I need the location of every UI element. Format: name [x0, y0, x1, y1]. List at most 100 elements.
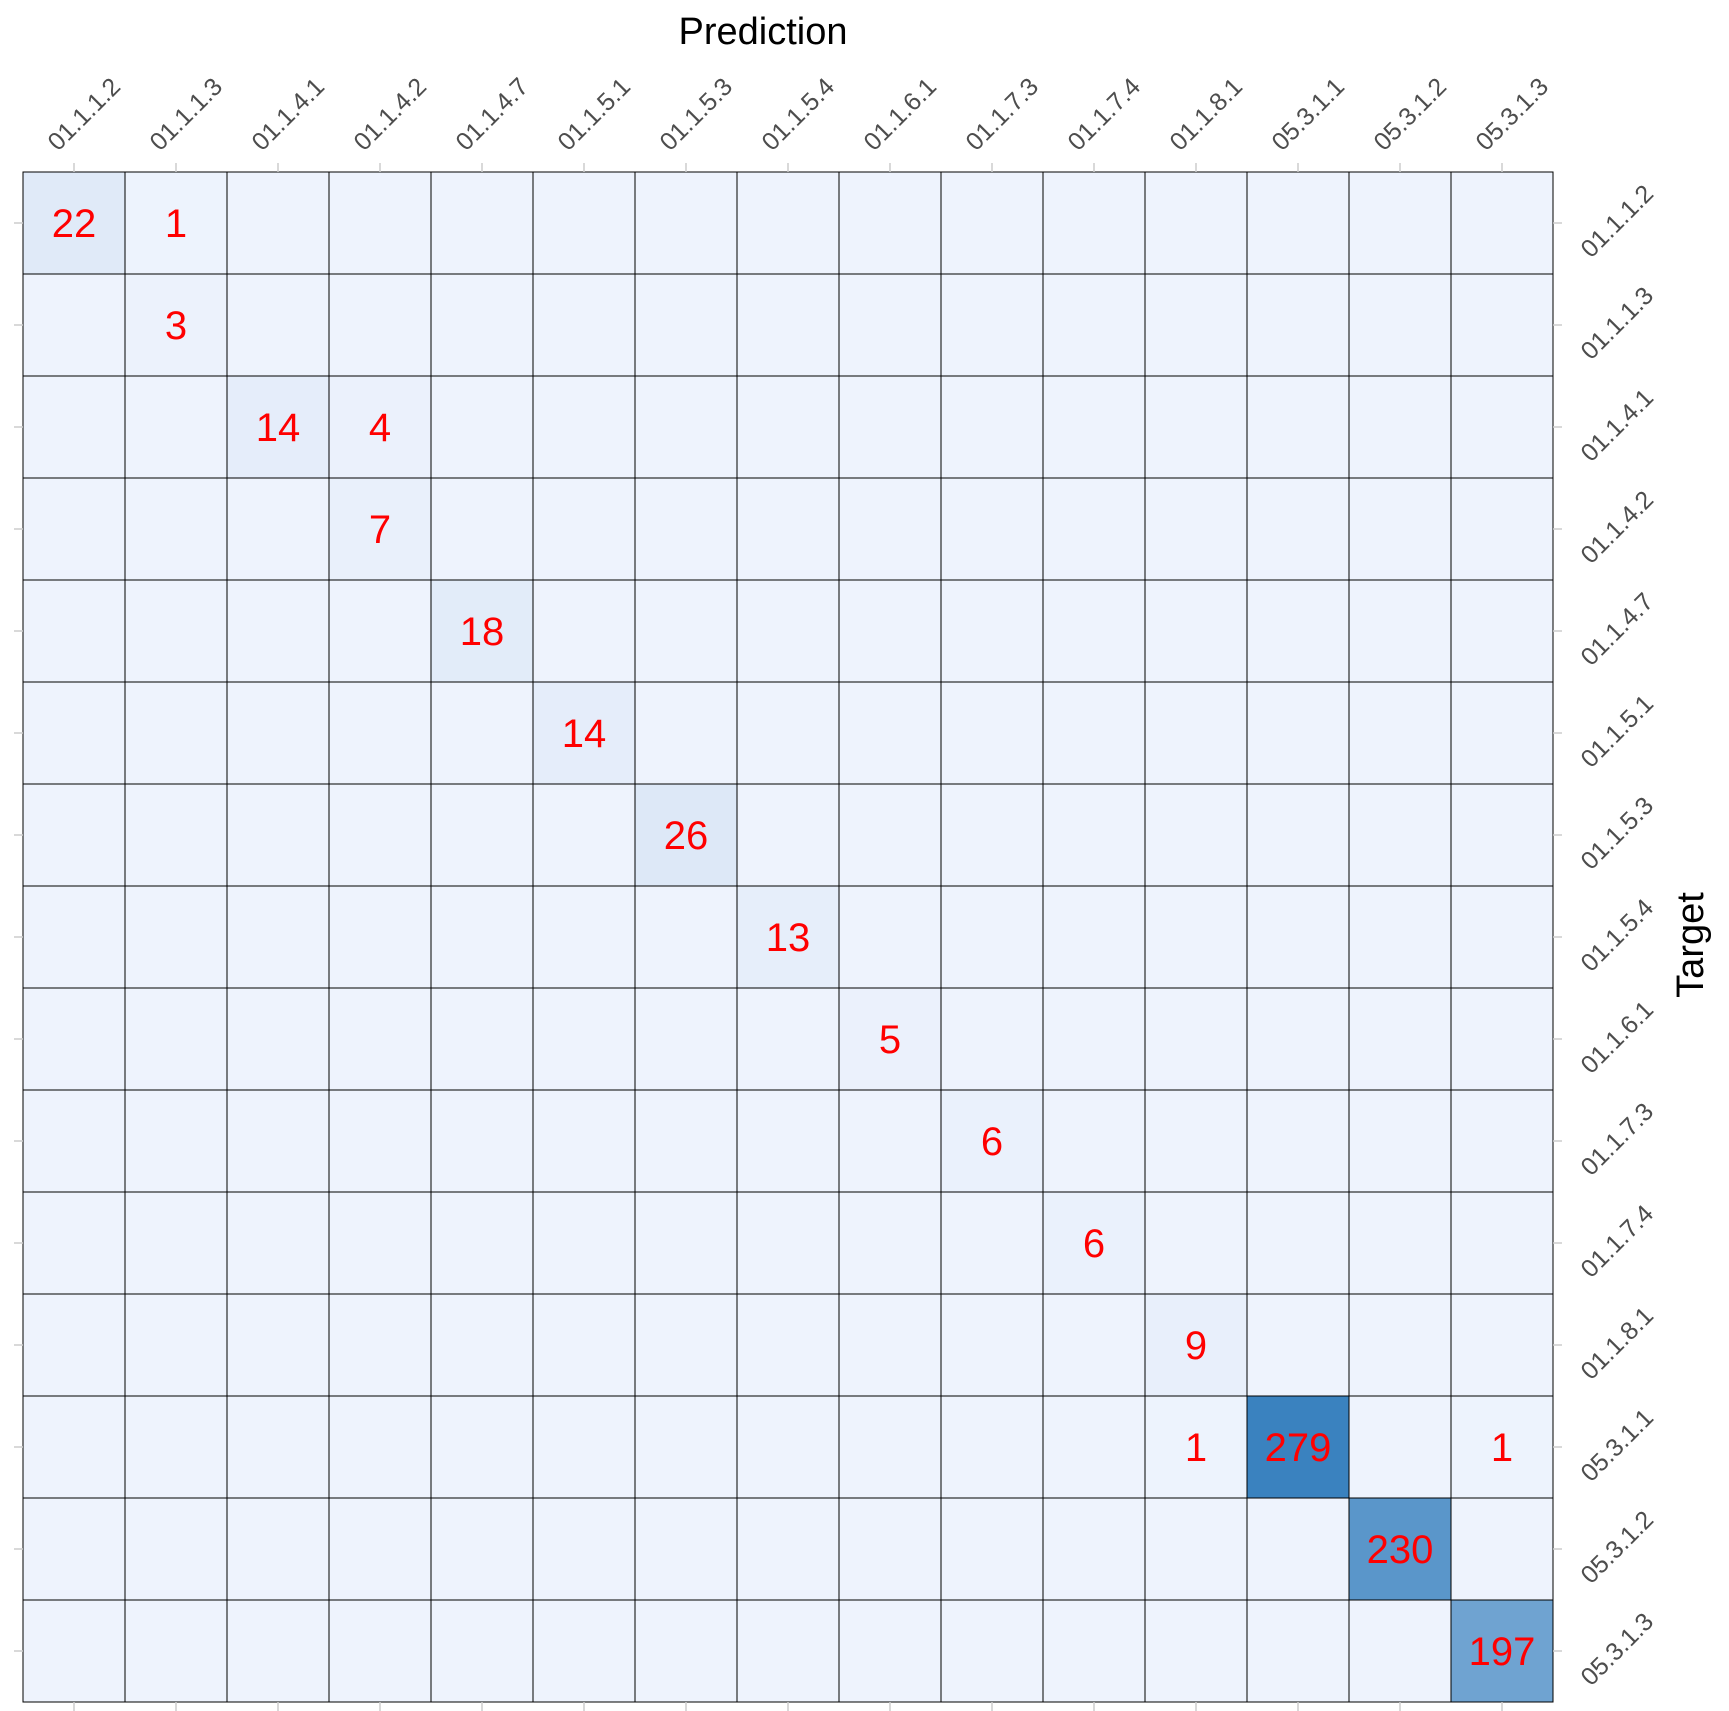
heatmap-cell	[634, 171, 738, 275]
x-tick-label: 01.1.5.1	[552, 73, 636, 157]
heatmap-cell	[328, 1293, 432, 1397]
heatmap-cell	[1450, 1191, 1554, 1295]
heatmap-cell	[124, 885, 228, 989]
heatmap-cell	[1144, 1191, 1248, 1295]
heatmap-cell	[1348, 273, 1452, 377]
x-tick-label: 01.1.1.2	[42, 73, 126, 157]
heatmap-cell	[532, 1293, 636, 1397]
heatmap-cell	[1348, 987, 1452, 1091]
heatmap-cell	[736, 1191, 840, 1295]
heatmap-cell	[1144, 783, 1248, 887]
heatmap-cell	[328, 1089, 432, 1193]
y-tick-label: 01.1.8.1	[1575, 1302, 1659, 1386]
heatmap-cell	[1246, 477, 1350, 581]
heatmap-cell	[838, 1497, 942, 1601]
heatmap-cell	[1348, 1089, 1452, 1193]
heatmap-cell	[736, 579, 840, 683]
cell-count-label: 4	[369, 406, 391, 450]
heatmap-cell	[328, 579, 432, 683]
heatmap-cell	[124, 579, 228, 683]
heatmap-cell	[532, 681, 636, 785]
heatmap-cell	[838, 1599, 942, 1703]
heatmap-cell	[328, 171, 432, 275]
heatmap-cell	[736, 1395, 840, 1499]
y-tick-label: 01.1.7.3	[1575, 1098, 1659, 1182]
heatmap-cell	[124, 1599, 228, 1703]
heatmap-cell	[634, 1599, 738, 1703]
heatmap-cell	[1450, 477, 1554, 581]
heatmap-cell	[1450, 273, 1554, 377]
heatmap-cell	[736, 1089, 840, 1193]
heatmap-cell	[1042, 681, 1146, 785]
heatmap-cell	[226, 681, 330, 785]
heatmap-cell	[532, 987, 636, 1091]
heatmap-cell	[736, 885, 840, 989]
cell-count-label: 14	[562, 712, 607, 756]
x-tick-label: 01.1.7.3	[960, 73, 1044, 157]
heatmap-cell	[328, 987, 432, 1091]
heatmap-cell	[430, 1089, 534, 1193]
heatmap-cell	[1042, 1191, 1146, 1295]
cell-count-label: 7	[369, 508, 391, 552]
heatmap-cell	[838, 1191, 942, 1295]
heatmap-cell	[736, 681, 840, 785]
cell-count-label: 3	[165, 304, 187, 348]
heatmap-cell	[328, 783, 432, 887]
heatmap-cell	[124, 783, 228, 887]
x-tick-label: 01.1.1.3	[144, 73, 228, 157]
heatmap-cell	[226, 885, 330, 989]
heatmap-cell	[1042, 783, 1146, 887]
heatmap-cell	[430, 681, 534, 785]
heatmap-cell	[1144, 885, 1248, 989]
heatmap-cell	[736, 783, 840, 887]
x-tick-label: 01.1.7.4	[1062, 72, 1146, 156]
heatmap-cell	[430, 171, 534, 275]
heatmap-cell	[940, 1089, 1044, 1193]
heatmap-cell	[634, 1191, 738, 1295]
heatmap-cell	[1144, 1497, 1248, 1601]
heatmap-cell	[736, 987, 840, 1091]
y-tick-label: 01.1.4.1	[1575, 384, 1659, 468]
heatmap-cell	[838, 681, 942, 785]
x-tick-label: 05.3.1.3	[1470, 73, 1554, 157]
heatmap-cell	[838, 1293, 942, 1397]
heatmap-cell	[838, 783, 942, 887]
heatmap-cell	[430, 1497, 534, 1601]
heatmap-cell	[1144, 1395, 1248, 1499]
heatmap-cell	[940, 477, 1044, 581]
heatmap-cell	[532, 477, 636, 581]
y-tick-label: 01.1.4.2	[1575, 486, 1659, 570]
heatmap-cell	[22, 1599, 126, 1703]
heatmap-cell	[1450, 375, 1554, 479]
heatmap-cell	[1348, 477, 1452, 581]
heatmap-cell	[532, 579, 636, 683]
heatmap-cell	[1450, 1089, 1554, 1193]
heatmap-cell	[940, 579, 1044, 683]
heatmap-cell	[1450, 579, 1554, 683]
heatmap-cell	[226, 477, 330, 581]
heatmap-cell	[430, 273, 534, 377]
heatmap-cell	[634, 1497, 738, 1601]
y-tick-label: 01.1.5.3	[1575, 792, 1659, 876]
cell-count-label: 1	[165, 202, 187, 246]
heatmap-cell	[1450, 1497, 1554, 1601]
y-tick-label: 01.1.5.1	[1575, 690, 1659, 774]
x-tick-label: 01.1.5.4	[756, 72, 840, 156]
heatmap-cell	[1144, 987, 1248, 1091]
heatmap-cell	[940, 681, 1044, 785]
heatmap-cell	[226, 1191, 330, 1295]
heatmap-cell	[1246, 273, 1350, 377]
cell-count-label: 26	[664, 814, 709, 858]
heatmap-cell	[22, 1497, 126, 1601]
cell-count-label: 18	[460, 610, 505, 654]
heatmap-cell	[328, 1395, 432, 1499]
heatmap-cell	[1144, 477, 1248, 581]
cell-count-label: 5	[879, 1018, 901, 1062]
heatmap-cell	[940, 171, 1044, 275]
cell-count-label: 6	[1083, 1222, 1105, 1266]
heatmap-cell	[1450, 885, 1554, 989]
heatmap-cell	[736, 171, 840, 275]
y-tick-label: 01.1.4.7	[1575, 588, 1659, 672]
heatmap-cell	[1042, 987, 1146, 1091]
heatmap-cell	[124, 1089, 228, 1193]
